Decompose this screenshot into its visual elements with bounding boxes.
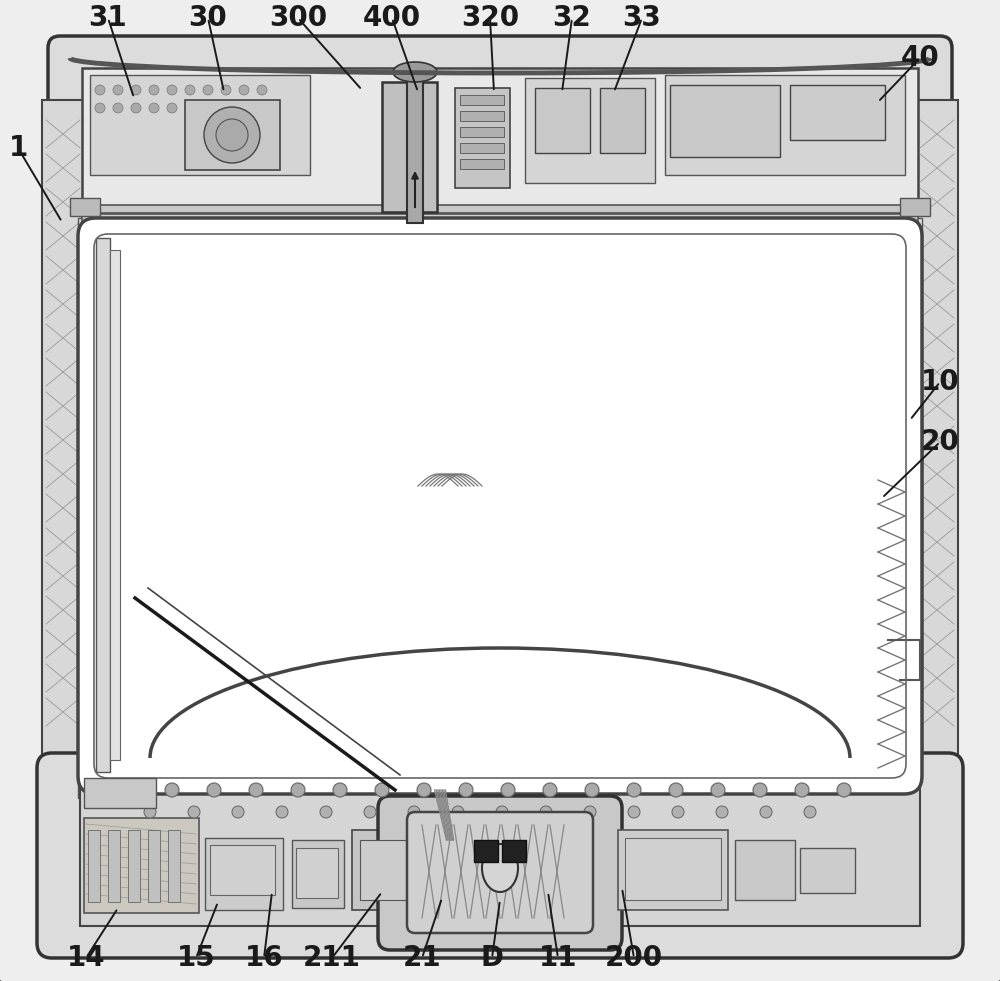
Ellipse shape [188, 806, 200, 818]
Bar [148, 830, 160, 902]
Ellipse shape [216, 119, 248, 151]
Text: 15: 15 [177, 944, 215, 972]
Bar [460, 143, 504, 153]
Ellipse shape [221, 85, 231, 95]
Text: 21: 21 [403, 944, 441, 972]
Bar [84, 818, 199, 913]
Ellipse shape [669, 783, 683, 797]
Bar [800, 848, 855, 893]
Bar [535, 88, 590, 153]
FancyBboxPatch shape [48, 36, 952, 250]
Bar [110, 250, 120, 760]
Bar [80, 778, 920, 926]
Bar [82, 68, 918, 213]
Text: 30: 30 [189, 4, 227, 32]
Ellipse shape [113, 85, 123, 95]
Text: 32: 32 [553, 4, 591, 32]
Ellipse shape [185, 103, 195, 113]
Ellipse shape [232, 806, 244, 818]
Ellipse shape [543, 783, 557, 797]
Bar [600, 88, 645, 153]
FancyBboxPatch shape [407, 812, 593, 933]
Text: 40: 40 [901, 44, 939, 72]
Ellipse shape [760, 806, 772, 818]
Ellipse shape [131, 85, 141, 95]
Bar [790, 85, 885, 140]
Ellipse shape [149, 85, 159, 95]
Text: 14: 14 [67, 944, 105, 972]
Bar [205, 838, 283, 910]
Ellipse shape [291, 783, 305, 797]
Bar [916, 100, 958, 780]
Ellipse shape [753, 783, 767, 797]
Text: 10: 10 [921, 368, 959, 396]
Ellipse shape [837, 783, 851, 797]
Ellipse shape [257, 103, 267, 113]
Text: 200: 200 [605, 944, 663, 972]
Ellipse shape [393, 62, 437, 82]
FancyBboxPatch shape [37, 753, 963, 958]
Ellipse shape [584, 806, 596, 818]
Bar [82, 205, 918, 213]
Ellipse shape [452, 806, 464, 818]
Bar [908, 480, 922, 560]
Text: 300: 300 [269, 4, 327, 32]
Ellipse shape [95, 103, 105, 113]
Ellipse shape [123, 783, 137, 797]
Text: 1: 1 [8, 134, 28, 162]
Ellipse shape [459, 783, 473, 797]
Bar [70, 198, 100, 216]
Text: 33: 33 [623, 4, 661, 32]
Bar [185, 100, 280, 170]
Bar [460, 111, 504, 121]
Bar [900, 198, 930, 216]
Text: 11: 11 [539, 944, 577, 972]
Bar [670, 85, 780, 157]
Ellipse shape [408, 806, 420, 818]
Bar [455, 88, 510, 188]
Bar [906, 350, 922, 470]
Bar [460, 159, 504, 169]
Ellipse shape [711, 783, 725, 797]
Ellipse shape [276, 806, 288, 818]
Ellipse shape [167, 85, 177, 95]
Bar [904, 218, 922, 758]
Bar [168, 830, 180, 902]
Bar [42, 100, 84, 780]
Ellipse shape [716, 806, 728, 818]
Text: 16: 16 [245, 944, 283, 972]
Bar [78, 218, 96, 798]
Text: 211: 211 [303, 944, 361, 972]
FancyBboxPatch shape [378, 796, 622, 950]
Bar [460, 127, 504, 137]
Ellipse shape [257, 85, 267, 95]
Bar [84, 778, 156, 808]
Ellipse shape [320, 806, 332, 818]
Ellipse shape [795, 783, 809, 797]
Ellipse shape [628, 806, 640, 818]
Text: 20: 20 [921, 428, 959, 456]
Text: 400: 400 [363, 4, 421, 32]
Ellipse shape [113, 103, 123, 113]
Bar [108, 830, 120, 902]
Ellipse shape [364, 806, 376, 818]
Bar [82, 214, 918, 236]
Ellipse shape [585, 783, 599, 797]
Text: 320: 320 [461, 4, 519, 32]
Bar [474, 840, 498, 862]
Ellipse shape [95, 85, 105, 95]
Bar [292, 840, 344, 908]
Ellipse shape [203, 85, 213, 95]
Ellipse shape [375, 783, 389, 797]
Ellipse shape [207, 783, 221, 797]
Ellipse shape [672, 806, 684, 818]
Ellipse shape [482, 844, 518, 892]
Ellipse shape [496, 806, 508, 818]
Bar [96, 238, 110, 772]
Ellipse shape [627, 783, 641, 797]
Ellipse shape [333, 783, 347, 797]
Ellipse shape [249, 783, 263, 797]
Ellipse shape [204, 107, 260, 163]
